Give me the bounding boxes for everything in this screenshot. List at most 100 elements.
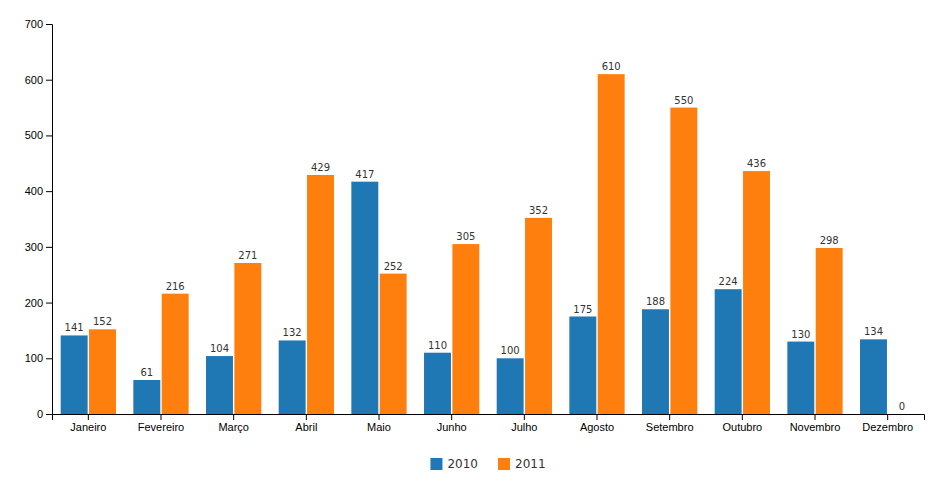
bar xyxy=(598,74,625,414)
data-label: 352 xyxy=(529,205,548,216)
bar xyxy=(61,335,88,414)
y-tick: 0 xyxy=(37,408,52,420)
x-tick-mark xyxy=(88,414,89,420)
y-tick: 500 xyxy=(25,129,52,141)
x-tick-label: Agosto xyxy=(580,421,614,433)
data-label: 104 xyxy=(210,343,229,354)
x-tick-mark xyxy=(233,414,234,420)
data-label: 132 xyxy=(283,327,302,338)
bar xyxy=(715,289,742,414)
y-tick-label: 100 xyxy=(25,352,43,364)
y-tick-mark xyxy=(46,303,52,304)
bar xyxy=(162,294,189,414)
x-tick: Julho xyxy=(511,414,537,433)
legend-swatch xyxy=(498,458,510,470)
y-tick-mark xyxy=(46,358,52,359)
x-tick: Junho xyxy=(437,414,467,433)
x-tick-mark xyxy=(524,414,525,420)
x-tick-mark xyxy=(887,414,888,420)
bar xyxy=(743,171,770,414)
x-axis-line xyxy=(53,415,925,421)
data-label: 141 xyxy=(65,322,84,333)
y-axis-line xyxy=(46,25,53,415)
chart: 0 100 200 300 400 500 600 700 Janeiro Fevereiro Ma… xyxy=(0,0,944,486)
data-label: 610 xyxy=(602,61,621,72)
data-label: 216 xyxy=(166,281,185,292)
bar xyxy=(816,248,843,414)
y-tick: 600 xyxy=(25,74,52,86)
y-tick-mark xyxy=(46,24,52,25)
x-tick: Janeiro xyxy=(70,414,106,433)
x-tick: Setembro xyxy=(646,414,694,433)
bar xyxy=(89,329,116,414)
y-tick: 700 xyxy=(25,18,52,30)
bar xyxy=(279,340,306,414)
data-label: 61 xyxy=(140,367,153,378)
y-tick: 400 xyxy=(25,185,52,197)
bars xyxy=(61,74,887,414)
data-label: 0 xyxy=(899,401,905,412)
y-tick: 300 xyxy=(25,241,52,253)
y-tick-label: 0 xyxy=(37,408,43,420)
bar xyxy=(888,414,915,415)
y-tick-mark xyxy=(46,414,52,415)
x-tick-mark xyxy=(306,414,307,420)
bar xyxy=(206,356,233,414)
data-label: 110 xyxy=(428,340,447,351)
data-label: 417 xyxy=(355,169,374,180)
x-tick: Dezembro xyxy=(862,414,913,433)
data-label: 134 xyxy=(864,326,883,337)
bar xyxy=(642,309,669,414)
bar xyxy=(452,244,479,414)
legend-item: 2011 xyxy=(498,457,546,471)
y-axis: 0 100 200 300 400 500 600 700 xyxy=(25,18,53,420)
x-tick-mark xyxy=(597,414,598,420)
x-axis: Janeiro Fevereiro Março Abril Maio Junho Julho… xyxy=(53,414,925,433)
legend-item: 2010 xyxy=(430,457,478,471)
bar xyxy=(860,339,887,414)
x-tick-label: Julho xyxy=(511,421,537,433)
x-tick: Março xyxy=(218,414,249,433)
data-label: 252 xyxy=(384,261,403,272)
legend-label: 2011 xyxy=(515,457,546,471)
data-label: 188 xyxy=(646,296,665,307)
data-label: 152 xyxy=(93,316,112,327)
bar xyxy=(569,317,596,415)
y-tick-label: 200 xyxy=(25,297,43,309)
y-tick-label: 300 xyxy=(25,241,43,253)
data-label: 271 xyxy=(238,250,257,261)
y-tick: 200 xyxy=(25,297,52,309)
x-tick-label: Janeiro xyxy=(70,421,106,433)
y-tick-mark xyxy=(46,80,52,81)
bar xyxy=(351,182,378,414)
y-tick-label: 500 xyxy=(25,129,43,141)
data-label: 100 xyxy=(501,345,520,356)
x-tick-mark xyxy=(379,414,380,420)
y-tick-label: 600 xyxy=(25,74,43,86)
bar xyxy=(670,108,697,414)
bar xyxy=(497,358,524,414)
x-tick-label: Novembro xyxy=(790,421,841,433)
y-tick-mark xyxy=(46,135,52,136)
x-tick-mark xyxy=(669,414,670,420)
x-tick-label: Setembro xyxy=(646,421,694,433)
x-tick: Abril xyxy=(295,414,317,433)
bar xyxy=(133,380,160,414)
x-tick-mark xyxy=(742,414,743,420)
data-label: 224 xyxy=(719,276,738,287)
data-label: 130 xyxy=(791,329,810,340)
x-tick-label: Junho xyxy=(437,421,467,433)
x-tick-label: Maio xyxy=(367,421,391,433)
x-tick-label: Fevereiro xyxy=(138,421,184,433)
x-tick-mark xyxy=(161,414,162,420)
plot: 0 100 200 300 400 500 600 700 Janeiro Fevereiro Ma… xyxy=(25,18,925,433)
x-tick: Outubro xyxy=(722,414,762,433)
bar xyxy=(234,263,261,414)
y-tick-label: 400 xyxy=(25,185,43,197)
legend-label: 2010 xyxy=(447,457,478,471)
series xyxy=(89,74,843,414)
x-tick: Maio xyxy=(367,414,391,433)
x-tick-label: Dezembro xyxy=(862,421,913,433)
x-tick-label: Abril xyxy=(295,421,317,433)
legend-swatch xyxy=(430,458,442,470)
